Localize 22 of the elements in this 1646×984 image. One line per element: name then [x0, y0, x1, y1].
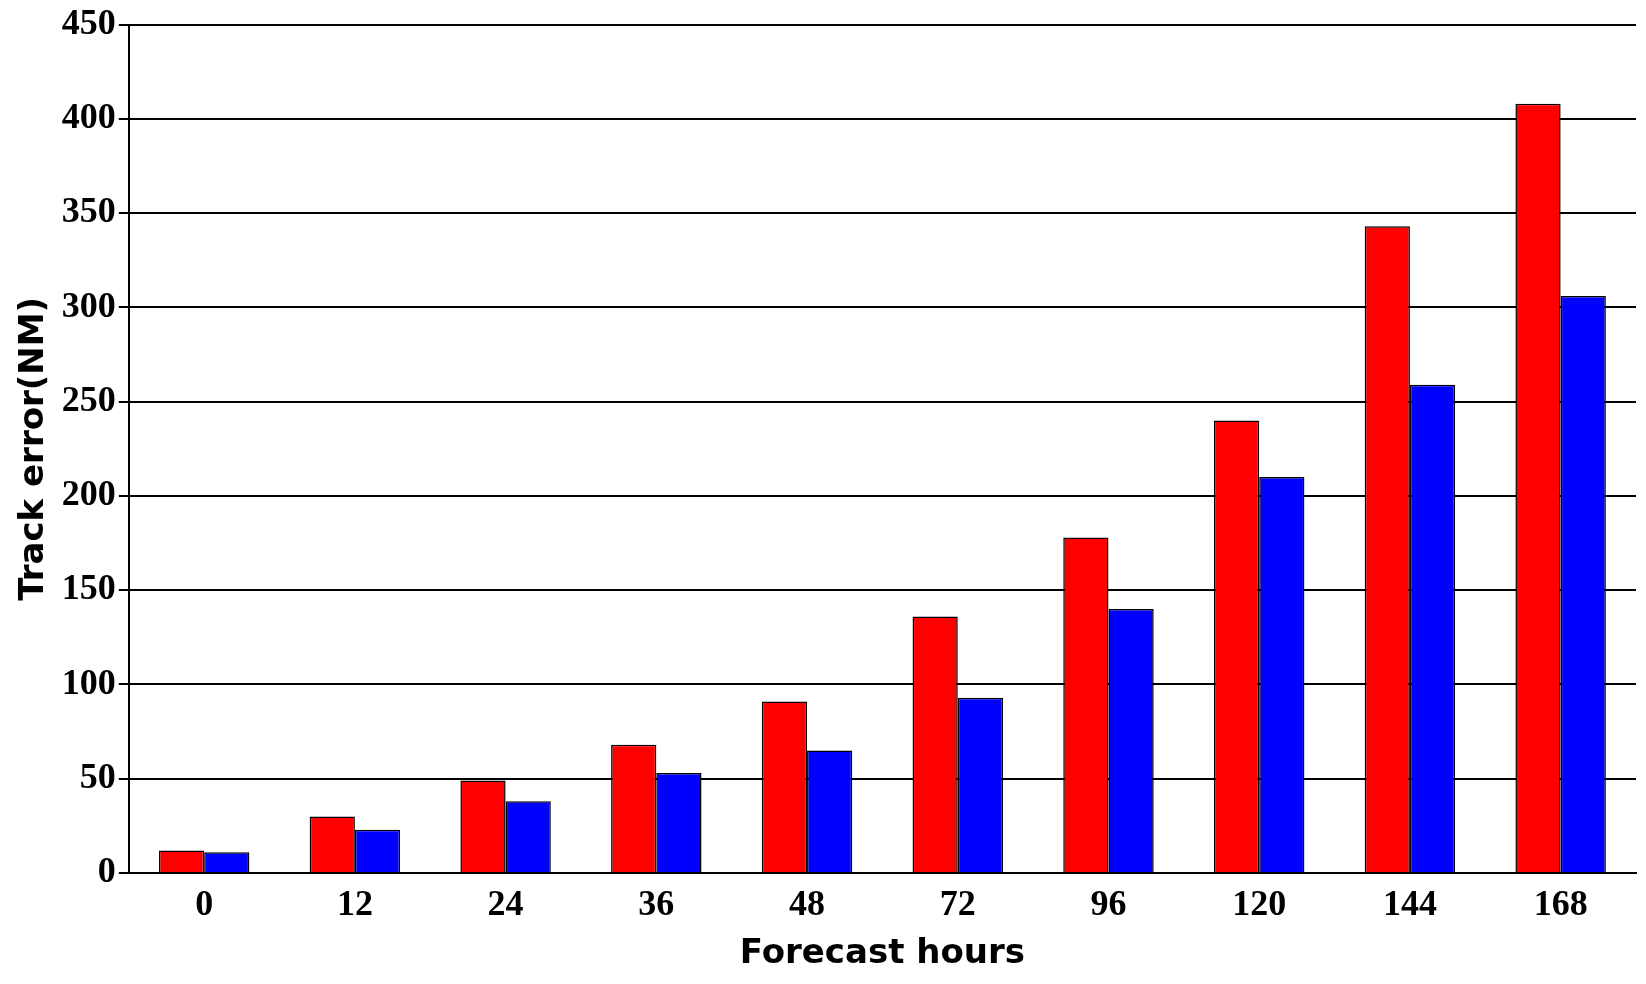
y-tick-label: 100 [61, 661, 116, 702]
x-tick-label: 168 [1533, 882, 1588, 923]
x-tick-label: 48 [789, 882, 826, 923]
y-tick-label: 350 [61, 190, 116, 231]
y-axis-title: Track error(NM) [11, 296, 52, 601]
y-tick-label: 50 [79, 756, 116, 797]
y-tick-label: 250 [61, 378, 116, 419]
y-tick-label: 0 [97, 850, 116, 891]
x-tick-label: 0 [195, 882, 214, 923]
y-tick-label: 450 [61, 1, 116, 42]
x-tick-label: 24 [487, 882, 524, 923]
x-tick-label: 36 [638, 882, 675, 923]
x-tick-label: 12 [336, 882, 373, 923]
y-tick-label: 150 [61, 567, 116, 608]
x-tick-label: 144 [1382, 882, 1437, 923]
x-tick-label: 96 [1090, 882, 1127, 923]
x-tick-label: 72 [939, 882, 976, 923]
y-tick-label: 400 [61, 96, 116, 137]
x-axis-title: Forecast hours [739, 931, 1026, 972]
y-tick-label: 200 [61, 473, 116, 514]
y-tick-label: 300 [61, 284, 116, 325]
x-tick-label: 120 [1232, 882, 1287, 923]
